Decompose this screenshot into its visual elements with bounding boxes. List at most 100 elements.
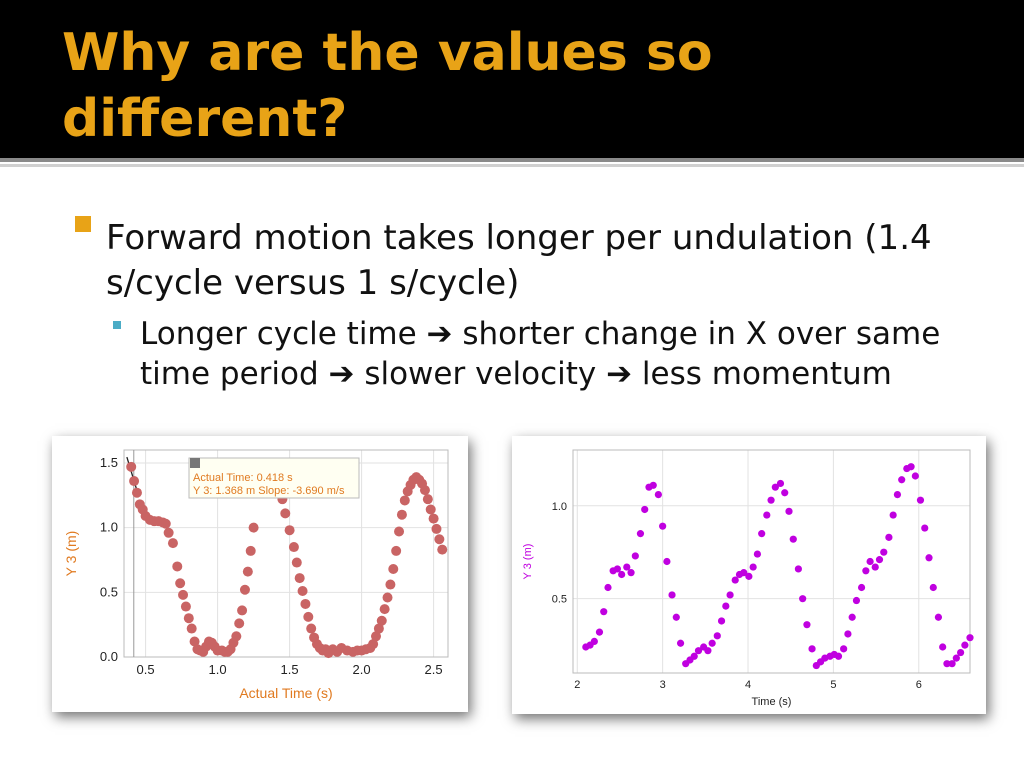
- data-point: [694, 647, 703, 655]
- bullet-square-icon: [75, 216, 91, 232]
- data-point: [186, 623, 197, 634]
- data-point: [618, 570, 626, 579]
- data-point: [948, 660, 956, 668]
- data-point: [745, 572, 753, 580]
- x-tick-label: 2.5: [425, 662, 443, 677]
- data-point: [131, 487, 142, 498]
- data-point: [291, 557, 302, 568]
- title-bar: [0, 0, 1024, 158]
- data-point: [280, 508, 291, 519]
- x-tick-label: 1.5: [281, 662, 299, 677]
- data-point: [952, 654, 960, 662]
- x-tick-label: 3: [660, 679, 666, 691]
- data-point: [425, 504, 436, 515]
- data-point: [419, 485, 430, 496]
- data-point: [848, 613, 856, 621]
- tooltip-box: [188, 457, 360, 499]
- data-point: [396, 509, 407, 520]
- data-point: [889, 511, 897, 519]
- data-point: [672, 613, 680, 621]
- data-point: [740, 569, 748, 577]
- data-point: [178, 589, 189, 600]
- data-point: [297, 586, 308, 597]
- data-point: [799, 595, 807, 603]
- data-point: [749, 563, 757, 571]
- data-point: [627, 569, 635, 577]
- data-point: [175, 578, 186, 589]
- data-point: [726, 591, 734, 599]
- data-point: [288, 542, 299, 553]
- data-point: [641, 505, 649, 514]
- data-point: [911, 472, 919, 480]
- data-point: [852, 596, 861, 605]
- data-point: [382, 592, 393, 603]
- data-point: [431, 523, 442, 534]
- x-tick-label: 5: [830, 679, 836, 691]
- x-axis-label: Actual Time (s): [239, 685, 332, 701]
- x-tick-label: 0.5: [137, 662, 155, 677]
- chart-left: 0.5 1.0 1.5 2.0 2.5 0.0 0.5 1.0 1.5 Actual Time (…: [63, 449, 449, 701]
- data-point: [590, 637, 598, 646]
- bullet-text-1: Forward motion takes longer per undulati…: [106, 218, 932, 303]
- data-point: [663, 557, 671, 566]
- data-point: [189, 636, 200, 647]
- data-point: [794, 565, 802, 573]
- data-point: [875, 556, 884, 564]
- data-point: [781, 489, 789, 497]
- data-point: [957, 648, 965, 657]
- data-point: [613, 565, 621, 573]
- sub-bullet-text-1: Longer cycle time ➔ shorter change in X …: [140, 316, 941, 392]
- data-point: [167, 538, 178, 549]
- data-point: [961, 641, 969, 649]
- x-tick-label: 6: [916, 679, 922, 691]
- data-point: [422, 494, 433, 505]
- data-point: [866, 557, 874, 566]
- data-point: [239, 584, 250, 595]
- data-point: [893, 491, 902, 499]
- data-point: [385, 579, 396, 590]
- data-point: [857, 583, 866, 592]
- data-point: [434, 534, 445, 545]
- data-point: [753, 550, 762, 558]
- data-point: [939, 643, 947, 651]
- data-point: [428, 513, 439, 524]
- tooltip-line-2: Y 3: 1.368 m Slope: -3.690 m/s: [193, 485, 345, 497]
- data-point: [907, 463, 915, 471]
- data-point: [808, 645, 816, 653]
- data-point: [126, 461, 137, 472]
- data-point: [248, 522, 259, 533]
- data-point: [763, 511, 771, 519]
- data-point: [690, 652, 698, 660]
- data-point: [898, 476, 906, 484]
- data-point: [921, 524, 929, 532]
- data-point: [242, 566, 253, 577]
- data-point: [844, 630, 852, 638]
- title-divider: [0, 158, 1024, 162]
- data-point: [840, 645, 848, 653]
- data-point: [623, 563, 631, 571]
- data-point: [771, 483, 779, 491]
- chart-0-group: 0.5 1.0 1.5 2.0 2.5 0.0 0.5 1.0 1.5 Actual Time (…: [63, 449, 449, 701]
- y-axis-label: Y 3 (m): [63, 531, 79, 577]
- data-point: [180, 601, 191, 612]
- data-point: [885, 533, 893, 541]
- x-tick-label: 1.0: [209, 662, 227, 677]
- data-point: [789, 535, 797, 543]
- data-point: [803, 621, 811, 629]
- x-tick-label: 4: [745, 679, 751, 691]
- data-point: [704, 647, 712, 655]
- data-point: [595, 628, 604, 636]
- data-point: [399, 495, 410, 506]
- data-point: [231, 631, 242, 642]
- data-point: [649, 481, 657, 489]
- chart-card-left: 0.5 1.0 1.5 2.0 2.5 0.0 0.5 1.0 1.5 Actual Time (…: [52, 436, 468, 712]
- data-point: [776, 479, 785, 488]
- data-point: [871, 563, 879, 571]
- data-point: [300, 598, 311, 609]
- data-point: [303, 611, 314, 622]
- data-point: [880, 548, 888, 556]
- data-point: [437, 544, 448, 555]
- data-point: [722, 602, 730, 610]
- data-point: [371, 631, 381, 642]
- data-point: [388, 564, 399, 575]
